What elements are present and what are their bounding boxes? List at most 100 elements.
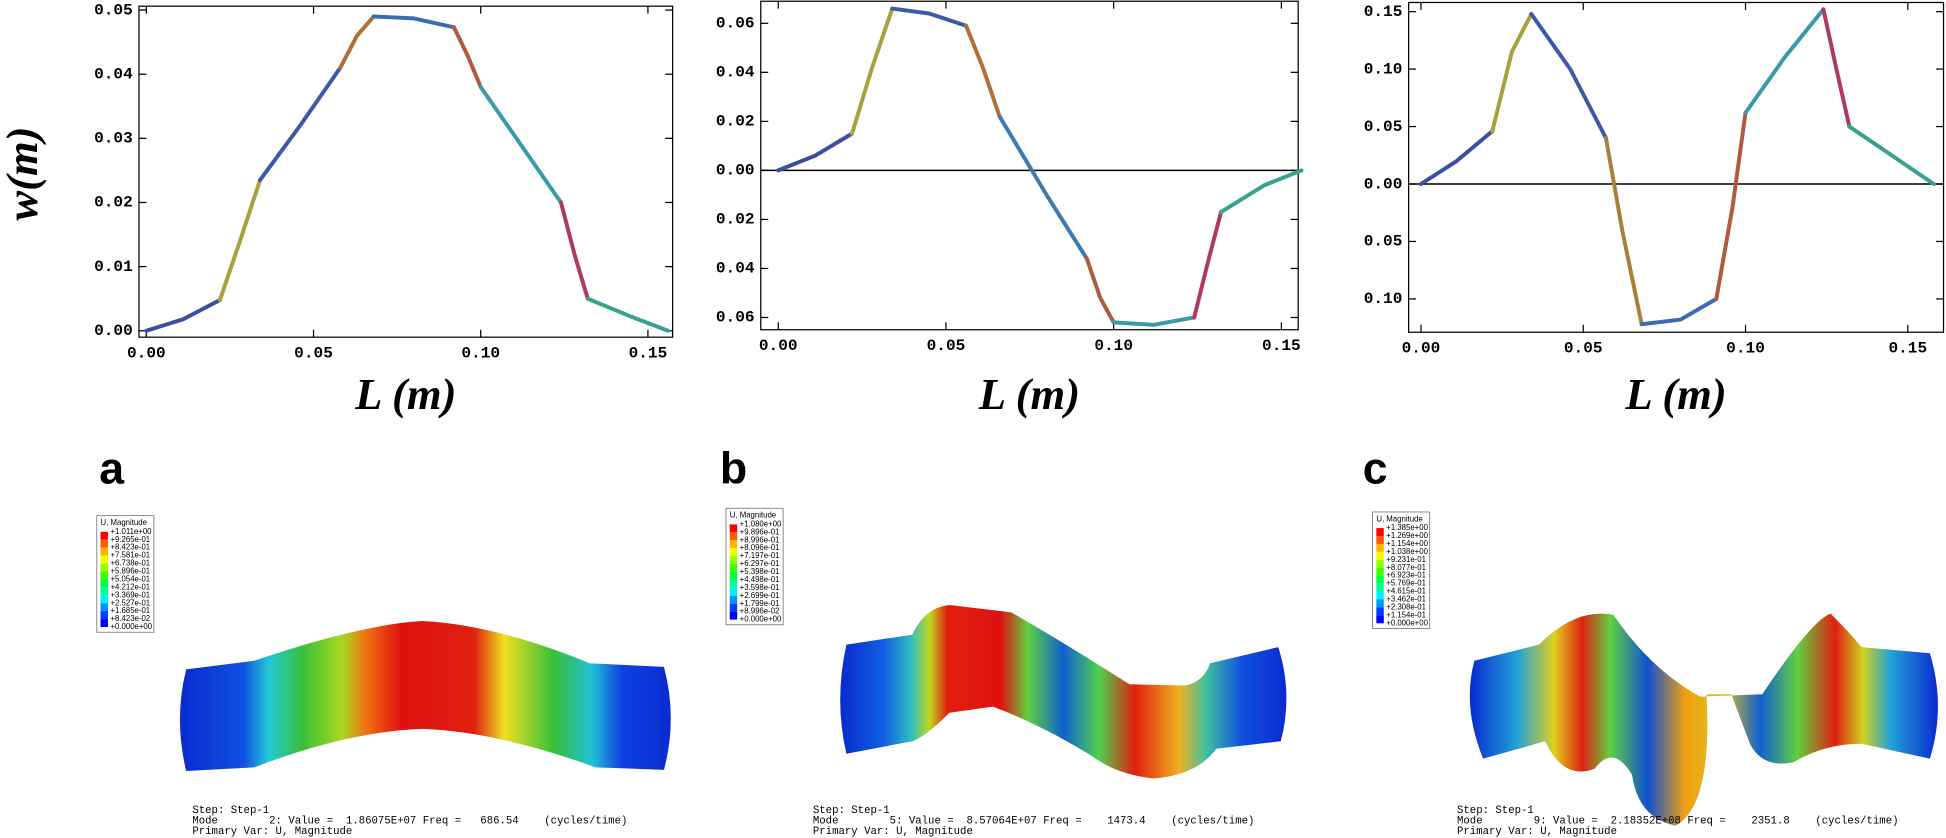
- legend-swatch: [729, 548, 738, 557]
- legend-value: +0.000e+00: [1386, 618, 1428, 627]
- legend-value: +7.581e-01: [110, 551, 150, 560]
- legend-value: +5.398e-01: [740, 567, 780, 576]
- x-tick-label: 0.10: [1094, 337, 1133, 355]
- curve-segment: [478, 85, 563, 205]
- legend-swatch: [729, 532, 738, 541]
- legend-value: +1.154e+00: [1386, 539, 1428, 548]
- legend-swatch: [729, 571, 738, 580]
- y-tick-label: 0.04: [94, 65, 133, 83]
- panel-label: b: [720, 444, 747, 493]
- curve-segment: [850, 6, 895, 136]
- step-text: Mode 9: Value = 2.18352E+08 Freq = 2351.…: [1457, 816, 1899, 828]
- legend-value: +1.080e+00: [740, 519, 782, 528]
- x-tick-label: 0.00: [759, 337, 798, 355]
- legend-value: +9.231e-01: [1386, 555, 1426, 564]
- legend-value: +0.000e+00: [740, 615, 782, 624]
- legend-value: +8.423e-02: [110, 614, 150, 623]
- legend-value: +2.527e-01: [110, 598, 150, 607]
- legend-swatch: [1376, 551, 1384, 560]
- legend-swatch: [1376, 567, 1384, 576]
- plot-frame: [760, 0, 1299, 331]
- y-tick-label: 0.04: [716, 64, 755, 82]
- curve-segment: [1529, 11, 1608, 141]
- legend-value: +2.308e-01: [1386, 602, 1426, 611]
- step-text: Mode 5: Value = 8.57064E+07 Freq = 1473.…: [813, 816, 1255, 828]
- step-text: Primary Var: U, Magnitude: [192, 826, 352, 838]
- legend-value: +6.738e-01: [110, 559, 150, 568]
- x-tick-label: 0.10: [461, 345, 500, 363]
- legend-swatch: [1376, 559, 1384, 568]
- legend-value: +4.498e-01: [740, 575, 780, 584]
- x-axis-label: L (m): [354, 369, 456, 419]
- step-text: Primary Var: U, Magnitude: [1457, 826, 1617, 838]
- y-axis-label: w(m): [0, 126, 47, 220]
- legend-value: +2.699e-01: [740, 591, 780, 600]
- y-tick-label: 0.03: [94, 130, 133, 148]
- y-tick-label: 0.00: [94, 322, 133, 340]
- legend-value: +3.462e-01: [1386, 595, 1426, 604]
- y-tick-label: 0.02: [94, 194, 133, 212]
- legend-swatch: [100, 563, 108, 572]
- legend-value: +1.038e+00: [1386, 547, 1428, 556]
- mode-shape-render: [1469, 613, 1938, 826]
- step-text: Mode 2: Value = 1.86075E+07 Freq = 686.5…: [192, 816, 627, 828]
- legend-swatch: [100, 555, 108, 564]
- legend-swatch: [100, 619, 108, 628]
- legend-value: +7.197e-01: [740, 551, 780, 560]
- y-tick-label: 0.01: [94, 258, 133, 276]
- curve-segment: [997, 114, 1089, 261]
- curve-segment: [1847, 124, 1936, 186]
- y-tick-label: 0.05: [1364, 233, 1403, 251]
- y-tick-label: 0.05: [1364, 118, 1403, 136]
- legend-swatch: [1376, 599, 1384, 608]
- legend-title: U, Magnitude: [1376, 514, 1422, 523]
- curve-segment: [1490, 11, 1534, 134]
- y-tick-label: 0.00: [1364, 175, 1403, 193]
- curve-segment: [890, 6, 969, 28]
- legend-value: +3.598e-01: [740, 583, 780, 592]
- legend-value: +8.096e-01: [740, 543, 780, 552]
- legend-swatch: [729, 579, 738, 588]
- y-tick-label: 0.06: [716, 15, 755, 33]
- curve-segment: [558, 200, 590, 301]
- curve-segment: [1603, 136, 1644, 327]
- curve-segment: [258, 65, 343, 183]
- legend-swatch: [1376, 575, 1384, 584]
- legend-swatch: [100, 547, 108, 556]
- legend-value: +5.769e-01: [1386, 579, 1426, 588]
- legend-swatch: [1376, 615, 1384, 624]
- legend-value: +9.896e-01: [740, 527, 780, 536]
- curve-segment: [1639, 296, 1719, 327]
- y-tick-label: 0.15: [1364, 3, 1403, 21]
- curve-segment: [964, 23, 1002, 119]
- y-tick-label: 0.02: [716, 113, 755, 131]
- y-tick-label: 0.05: [94, 1, 133, 19]
- panel-label: a: [99, 444, 125, 493]
- x-tick-label: 0.00: [127, 345, 166, 363]
- curve-segment: [451, 25, 483, 90]
- curve-segment: [1111, 315, 1197, 327]
- x-tick-label: 0.05: [294, 345, 333, 363]
- y-tick-label: 0.10: [1364, 290, 1403, 308]
- curve-segment: [1418, 129, 1495, 186]
- legend-value: +4.212e-01: [110, 582, 150, 591]
- step-text: Primary Var: U, Magnitude: [813, 826, 973, 838]
- curve-segment: [338, 14, 376, 70]
- step-text: Step: Step-1: [192, 805, 269, 817]
- legend-value: +0.000e+00: [110, 622, 152, 631]
- legend-swatch: [729, 611, 738, 620]
- x-tick-label: 0.05: [1564, 340, 1603, 358]
- y-tick-label: 0.00: [716, 162, 755, 180]
- curve-segment: [1219, 168, 1304, 215]
- mode-shape-render: [840, 604, 1287, 779]
- legend-title: U, Magnitude: [730, 511, 776, 520]
- legend-swatch: [100, 579, 108, 588]
- legend-swatch: [729, 603, 738, 612]
- curve-segment: [1743, 7, 1826, 115]
- x-tick-label: 0.15: [1262, 337, 1301, 355]
- legend-value: +9.265e-01: [110, 535, 150, 544]
- y-tick-label: 0.02: [716, 211, 755, 229]
